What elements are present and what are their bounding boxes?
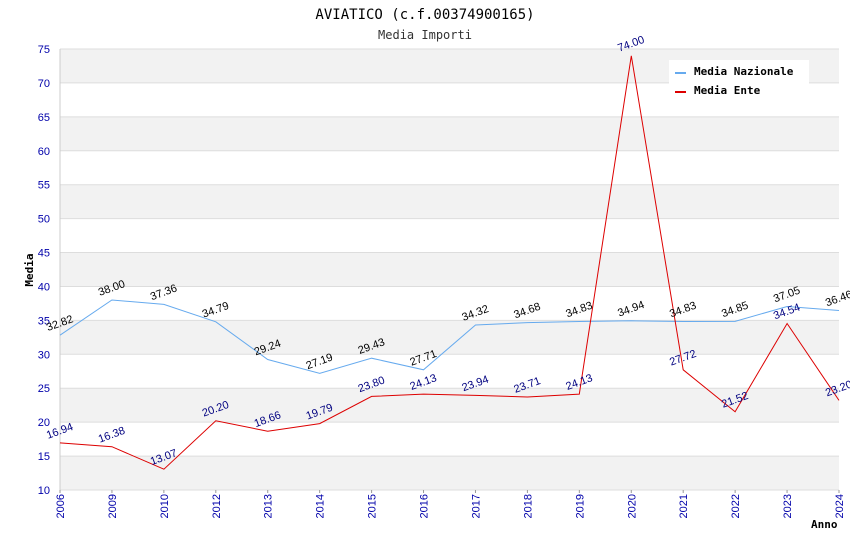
series-line-ente (59, 55, 840, 470)
series-line-nazionale (59, 299, 840, 374)
y-tick-label: 40 (38, 281, 50, 293)
x-tick-label: 2012 (211, 494, 223, 518)
x-tick-label: 2014 (315, 494, 327, 518)
y-axis-label: Media (23, 253, 36, 286)
x-tick-label: 2017 (470, 494, 482, 518)
x-tick-label: 2015 (367, 494, 379, 518)
y-tick-label: 65 (38, 112, 50, 124)
x-tick-labels: 2006 2009 2010 2012 2013 2014 2015 2016 2017 2018… (55, 490, 846, 518)
x-tick-label: 2021 (678, 494, 690, 518)
y-tick-label: 50 (38, 214, 50, 226)
x-tick-label: 2013 (263, 494, 275, 518)
y-tick-label: 35 (38, 315, 50, 327)
y-tick-label: 60 (38, 146, 50, 158)
y-tick-labels: 10 15 20 25 30 35 40 45 50 55 60 65 70 75 (38, 44, 50, 497)
x-tick-label: 2022 (730, 494, 742, 518)
y-tick-label: 10 (38, 485, 50, 497)
x-tick-label: 2018 (522, 494, 534, 518)
y-tick-label: 55 (38, 180, 50, 192)
chart-subtitle: Media Importi (378, 28, 472, 42)
chart-title: AVIATICO (c.f.00374900165) (315, 7, 534, 23)
plot-band (60, 116, 839, 151)
legend-box (669, 60, 809, 102)
legend-label-nazionale: Media Nazionale (694, 65, 794, 78)
x-tick-label: 2019 (574, 494, 586, 518)
x-axis-label: Anno (811, 518, 838, 531)
y-tick-label: 25 (38, 383, 50, 395)
plot-band (60, 456, 839, 490)
x-tick-label: 2024 (834, 494, 846, 518)
x-tick-label: 2023 (782, 494, 794, 518)
x-tick-label: 2009 (107, 494, 119, 518)
y-tick-label: 15 (38, 451, 50, 463)
x-tick-label: 2010 (159, 494, 171, 518)
y-tick-label: 45 (38, 248, 50, 260)
legend-label-ente: Media Ente (694, 84, 761, 97)
y-tick-label: 70 (38, 78, 50, 90)
plot-band (60, 388, 839, 423)
plot-band (60, 320, 839, 355)
series-layer (59, 55, 840, 470)
x-tick-label: 2020 (626, 494, 638, 518)
x-tick-label: 2006 (55, 494, 67, 518)
x-tick-label: 2016 (419, 494, 431, 518)
y-tick-label: 75 (38, 44, 50, 56)
plot-band (60, 184, 839, 219)
plot-bands (60, 49, 839, 490)
y-tick-label: 30 (38, 349, 50, 361)
plot-band (60, 252, 839, 287)
legend: Media Nazionale Media Ente (669, 60, 809, 102)
y-tick-label: 20 (38, 417, 50, 429)
